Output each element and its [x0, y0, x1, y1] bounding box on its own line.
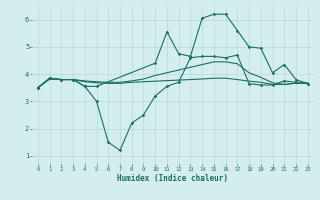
X-axis label: Humidex (Indice chaleur): Humidex (Indice chaleur)	[117, 174, 228, 183]
